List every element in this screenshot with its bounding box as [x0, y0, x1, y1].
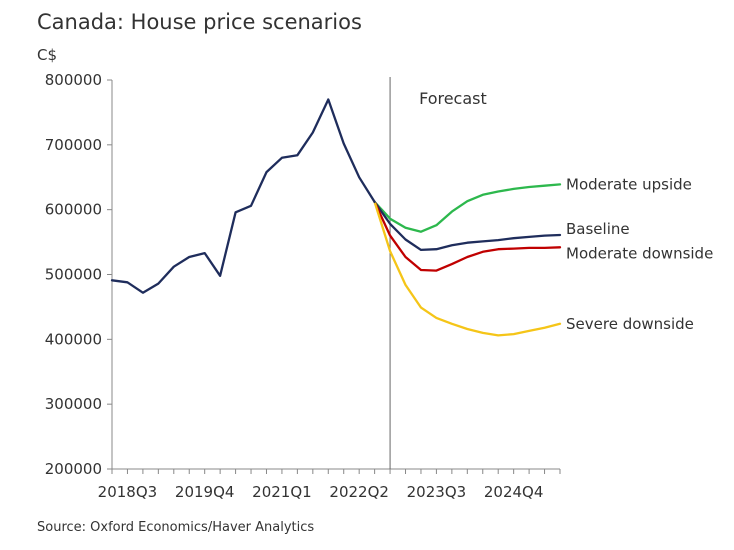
- source-note: Source: Oxford Economics/Haver Analytics: [37, 520, 315, 535]
- series-label-moderate-downside: Moderate downside: [566, 244, 713, 262]
- x-tick-label: 2019Q4: [175, 483, 235, 501]
- series-label-moderate-upside: Moderate upside: [566, 175, 692, 193]
- x-tick-label: 2021Q1: [252, 483, 312, 501]
- y-tick-label: 700000: [45, 136, 102, 154]
- series-labels: Moderate upside Baseline Moderate downside…: [566, 175, 713, 332]
- x-tick-label: 2024Q4: [484, 483, 544, 501]
- y-axis-unit: C$: [37, 46, 58, 64]
- forecast-label: Forecast: [419, 89, 487, 108]
- series-label-baseline: Baseline: [566, 220, 630, 238]
- y-tick-label: 300000: [45, 395, 102, 413]
- series-line-baseline: [373, 200, 562, 252]
- y-tick-label: 600000: [45, 201, 102, 219]
- series-line-moderate-upside: [373, 183, 562, 233]
- y-tick-label: 800000: [45, 71, 102, 89]
- y-tick-label: 400000: [45, 330, 102, 348]
- series-label-severe-downside: Severe downside: [566, 315, 694, 333]
- chart-title: Canada: House price scenarios: [37, 10, 362, 34]
- series-line-severe-downside: [373, 200, 562, 337]
- y-tick-label: 200000: [45, 460, 102, 478]
- axes: 200000 300000 400000 500000 600000 700000 8000…: [45, 71, 561, 501]
- x-tick-label: 2018Q3: [98, 483, 158, 501]
- x-tick-label: 2022Q2: [329, 483, 389, 501]
- series-line-history: [110, 98, 376, 294]
- y-tick-label: 500000: [45, 266, 102, 284]
- series-line-moderate-downside: [373, 200, 562, 272]
- series-lines: [110, 98, 562, 337]
- x-tick-label: 2023Q3: [407, 483, 467, 501]
